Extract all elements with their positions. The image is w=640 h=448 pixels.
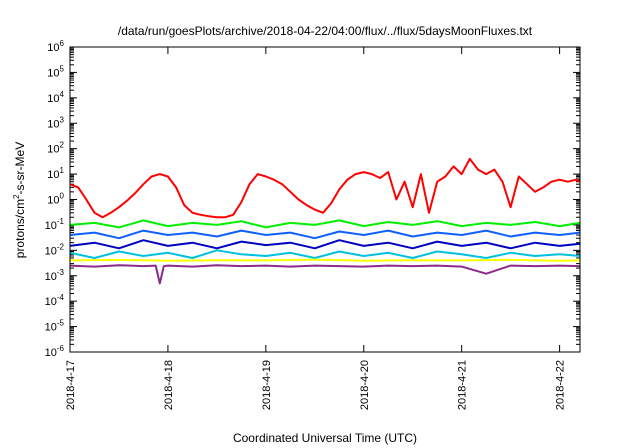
y-tick-base: 10	[45, 271, 57, 283]
y-tick-label: 102	[47, 141, 64, 156]
plot-frame	[69, 46, 581, 353]
x-tick-label: 2018-4-20	[359, 360, 371, 410]
y-tick-exponent: -3	[57, 268, 65, 277]
y-tick-label: 10-1	[45, 217, 65, 232]
y-tick-base: 10	[47, 42, 59, 54]
series-layer	[69, 157, 581, 285]
series-line-3	[69, 249, 581, 259]
y-tick-base: 10	[45, 296, 57, 308]
y-tick-label: 103	[47, 115, 64, 130]
y-tick-exponent: -4	[57, 293, 65, 302]
y-tick-exponent: 1	[60, 166, 65, 175]
x-tick-label: 2018-4-19	[261, 360, 273, 410]
y-tick-label: 105	[47, 64, 64, 79]
series-line-1	[69, 157, 581, 219]
y-tick-base: 10	[47, 93, 59, 105]
y-tick-label: 104	[47, 90, 64, 105]
y-tick-label: 10-4	[45, 293, 65, 308]
y-tick-exponent: 5	[60, 64, 65, 73]
y-tick-exponent: -5	[57, 319, 65, 328]
y-tick-base: 10	[45, 322, 57, 334]
y-tick-base: 10	[45, 347, 57, 359]
y-axis: 10-610-510-410-310-210-11001011021031041…	[45, 39, 580, 359]
y-axis-label-units: -s-sr-MeV	[13, 142, 27, 195]
y-tick-exponent: -2	[57, 242, 65, 251]
chart-title: /data/run/goesPlots/archive/2018-04-22/0…	[118, 24, 533, 38]
y-tick-exponent: 4	[60, 90, 65, 99]
x-axis: 2018-4-17 2018-4-18 2018-4-19 2018-4-20 2018…	[65, 47, 567, 410]
x-tick-label: 2018-4-21	[457, 360, 469, 410]
x-tick-label: 2018-4-18	[163, 360, 175, 410]
y-tick-label: 106	[47, 39, 64, 54]
series-line-5	[69, 239, 581, 250]
y-tick-base: 10	[47, 144, 59, 156]
y-tick-label: 10-6	[45, 344, 65, 359]
y-tick-base: 10	[47, 195, 59, 207]
y-axis-label-superscript: 2	[12, 194, 21, 199]
y-tick-label: 10-2	[45, 242, 65, 257]
y-tick-base: 10	[47, 169, 59, 181]
y-tick-base: 10	[47, 118, 59, 130]
x-tick-label: 2018-4-22	[555, 360, 567, 410]
y-tick-base: 10	[47, 67, 59, 79]
y-tick-label: 101	[47, 166, 64, 181]
series-line-7	[69, 264, 581, 285]
y-tick-label: 10-3	[45, 268, 65, 283]
y-tick-label: 10-5	[45, 319, 65, 334]
y-tick-base: 10	[45, 220, 57, 232]
x-axis-label: Coordinated Universal Time (UTC)	[233, 431, 417, 445]
y-tick-exponent: 0	[60, 192, 65, 201]
y-tick-exponent: 6	[60, 39, 65, 48]
series-line-4	[69, 229, 581, 240]
y-tick-exponent: 3	[60, 115, 65, 124]
y-axis-label: protons/cm2-s-sr-MeV	[12, 142, 27, 258]
y-tick-exponent: -1	[57, 217, 65, 226]
y-tick-exponent: -6	[57, 344, 65, 353]
y-tick-base: 10	[45, 245, 57, 257]
series-line-6	[69, 258, 581, 262]
y-axis-label-main: protons/cm	[13, 199, 27, 258]
y-tick-label: 100	[47, 192, 64, 207]
y-tick-exponent: 2	[60, 141, 65, 150]
x-tick-label: 2018-4-17	[65, 360, 77, 410]
series-line-2	[69, 219, 581, 229]
svg-text:protons/cm2-s-sr-MeV: protons/cm2-s-sr-MeV	[12, 142, 27, 258]
